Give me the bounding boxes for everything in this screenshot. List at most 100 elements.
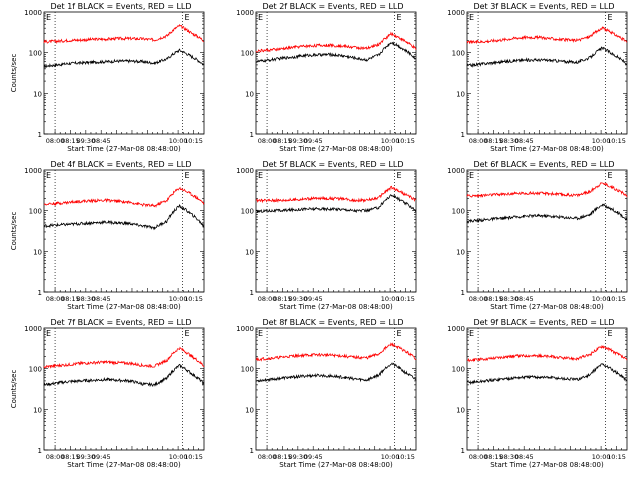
series-line-lld <box>43 346 205 369</box>
panel-title: Det 2f BLACK = Events, RED = LLD <box>262 2 403 11</box>
y-tick-label: 10 <box>33 90 42 98</box>
x-tick-label: 08:30 <box>499 295 518 303</box>
series-line-lld <box>255 342 417 362</box>
x-axis-label: Start Time (27-Mar-08 08:48:00) <box>67 461 181 469</box>
series-line-events <box>255 41 417 63</box>
y-tick-label: 1000 <box>447 325 465 333</box>
y-tick-label: 10 <box>245 90 254 98</box>
panel-title: Det 8f BLACK = Events, RED = LLD <box>262 318 403 327</box>
x-axis-label: Start Time (27-Mar-08 08:48:00) <box>279 461 393 469</box>
x-axis-label: Start Time (27-Mar-08 08:48:00) <box>490 461 604 469</box>
panel-title: Det 7f BLACK = Events, RED = LLD <box>50 318 191 327</box>
y-tick-label: 100 <box>452 50 465 58</box>
marker-label: E <box>607 329 612 338</box>
series-line-lld <box>43 23 205 45</box>
x-tick-label: 10:00 <box>169 295 188 303</box>
x-tick-label: 08:15 <box>273 137 292 145</box>
panel-title: Det 3f BLACK = Events, RED = LLD <box>473 2 614 11</box>
plot-frame <box>43 169 205 293</box>
y-axis-label: Counts/sec <box>10 54 18 93</box>
series-line-events <box>43 48 205 69</box>
marker-label: E <box>469 171 474 180</box>
x-tick-label: 10:00 <box>592 137 611 145</box>
x-tick-label: 08:15 <box>61 137 80 145</box>
x-tick-label: 10:15 <box>396 295 415 303</box>
x-tick-label: 08:45 <box>92 137 111 145</box>
marker-label: E <box>607 171 612 180</box>
plot-frame <box>466 11 628 135</box>
y-tick-label: 100 <box>29 50 42 58</box>
plot-frame <box>43 327 205 451</box>
x-axis-label: Start Time (27-Mar-08 08:48:00) <box>490 145 604 153</box>
y-tick-label: 1 <box>38 289 42 297</box>
marker-label: E <box>46 13 51 22</box>
panel-title: Det 6f BLACK = Events, RED = LLD <box>473 160 614 169</box>
y-tick-label: 1 <box>250 447 254 455</box>
y-tick-label: 10 <box>456 406 465 414</box>
series-line-events <box>43 203 205 231</box>
series-line-events <box>255 193 417 214</box>
x-tick-label: 09:45 <box>92 453 111 461</box>
x-tick-label: 09:30 <box>288 453 307 461</box>
x-tick-label: 10:15 <box>184 295 203 303</box>
y-tick-label: 1000 <box>24 9 42 17</box>
x-tick-label: 10:00 <box>381 137 400 145</box>
x-tick-label: 08:00 <box>258 295 277 303</box>
marker-label: E <box>258 13 263 22</box>
y-tick-label: 100 <box>241 208 254 216</box>
x-tick-label: 08:15 <box>484 137 503 145</box>
series-line-lld <box>466 26 628 45</box>
panel-title: Det 1f BLACK = Events, RED = LLD <box>50 2 191 11</box>
x-tick-label: 10:15 <box>607 453 626 461</box>
x-tick-label: 08:45 <box>92 295 111 303</box>
x-tick-label: 08:00 <box>469 295 488 303</box>
series-line-lld <box>255 31 417 53</box>
y-tick-label: 1000 <box>447 167 465 175</box>
series-line-lld <box>466 344 628 363</box>
x-tick-label: 10:15 <box>607 137 626 145</box>
plot-frame <box>43 11 205 135</box>
series-line-lld <box>255 185 417 204</box>
detector-panel: Det 8f BLACK = Events, RED = LLD 1 10 100 10… <box>236 318 417 469</box>
y-tick-label: 10 <box>33 406 42 414</box>
series-line-events <box>43 363 205 388</box>
x-tick-label: 09:30 <box>288 295 307 303</box>
detector-panel: Det 4f BLACK = Events, RED = LLD 1 10 100 10… <box>10 160 205 311</box>
x-tick-label: 08:00 <box>46 453 65 461</box>
plot-frame <box>255 327 417 451</box>
y-tick-label: 100 <box>452 366 465 374</box>
x-tick-label: 08:30 <box>76 295 95 303</box>
x-tick-label: 08:30 <box>499 453 518 461</box>
x-tick-label: 09:45 <box>304 137 323 145</box>
series-line-lld <box>43 186 205 208</box>
x-axis-label: Start Time (27-Mar-08 08:48:00) <box>279 145 393 153</box>
x-axis-label: Start Time (27-Mar-08 08:48:00) <box>490 303 604 311</box>
marker-label: E <box>396 171 401 180</box>
marker-label: E <box>607 13 612 22</box>
detector-panel: Det 9f BLACK = Events, RED = LLD 1 10 100 10… <box>447 318 628 469</box>
marker-label: E <box>184 171 189 180</box>
y-tick-label: 10 <box>456 248 465 256</box>
plot-frame <box>466 169 628 293</box>
x-tick-label: 08:45 <box>515 453 534 461</box>
y-tick-label: 10 <box>33 248 42 256</box>
y-tick-label: 1 <box>250 289 254 297</box>
detector-panel: Det 5f BLACK = Events, RED = LLD 1 10 100 10… <box>236 160 417 311</box>
detector-panel: Det 7f BLACK = Events, RED = LLD 1 10 100 10… <box>10 318 205 469</box>
marker-label: E <box>46 171 51 180</box>
detector-panel: Det 6f BLACK = Events, RED = LLD 1 10 100 10… <box>447 160 628 311</box>
x-tick-label: 08:00 <box>46 295 65 303</box>
plot-frame <box>255 169 417 293</box>
y-axis-label: Counts/sec <box>10 212 18 251</box>
x-tick-label: 10:00 <box>381 453 400 461</box>
y-tick-label: 1000 <box>24 167 42 175</box>
series-line-events <box>466 363 628 385</box>
series-line-events <box>466 46 628 68</box>
x-tick-label: 10:15 <box>607 295 626 303</box>
x-tick-label: 10:15 <box>396 453 415 461</box>
series-line-events <box>256 362 417 383</box>
marker-label: E <box>396 329 401 338</box>
detector-panel: Det 1f BLACK = Events, RED = LLD 1 10 100 10… <box>10 2 205 153</box>
x-tick-label: 08:15 <box>61 453 80 461</box>
